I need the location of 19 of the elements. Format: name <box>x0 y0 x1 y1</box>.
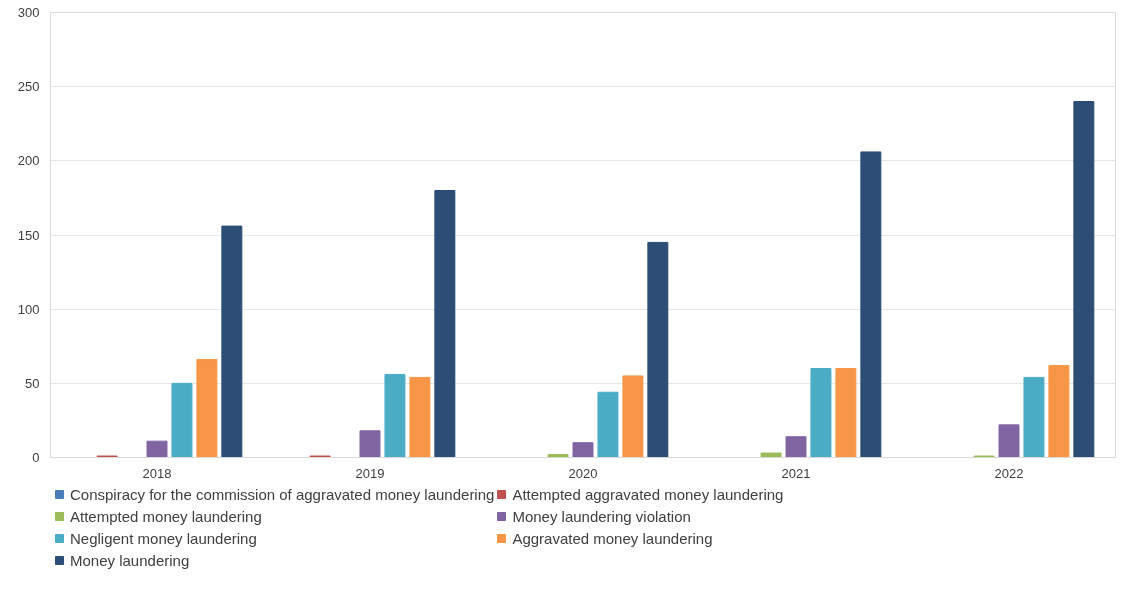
legend-label: Negligent money laundering <box>70 528 257 548</box>
x-tick-label: 2021 <box>781 465 811 481</box>
y-tick-label: 300 <box>17 5 40 20</box>
legend-label: Attempted aggravated money laundering <box>512 484 784 504</box>
x-tick-label: 2020 <box>568 465 598 481</box>
legend-label: Money laundering violation <box>512 506 691 526</box>
legend-label: Attempted money laundering <box>70 506 262 526</box>
y-tick-label: 0 <box>32 450 40 465</box>
y-tick-label: 50 <box>25 375 40 391</box>
y-tick-label: 100 <box>17 301 40 317</box>
x-tick-label: 2018 <box>142 465 172 481</box>
x-tick-label: 2022 <box>994 465 1024 481</box>
x-tick-label: 2019 <box>355 465 385 481</box>
legend-label: Money laundering <box>70 550 190 570</box>
legend-label: Conspiracy for the commission of aggravated money laundering <box>70 484 495 504</box>
y-tick-label: 150 <box>17 227 40 243</box>
y-tick-label: 200 <box>17 153 40 169</box>
y-tick-label: 250 <box>17 79 40 95</box>
legend-label: Aggravated money laundering <box>512 528 713 548</box>
